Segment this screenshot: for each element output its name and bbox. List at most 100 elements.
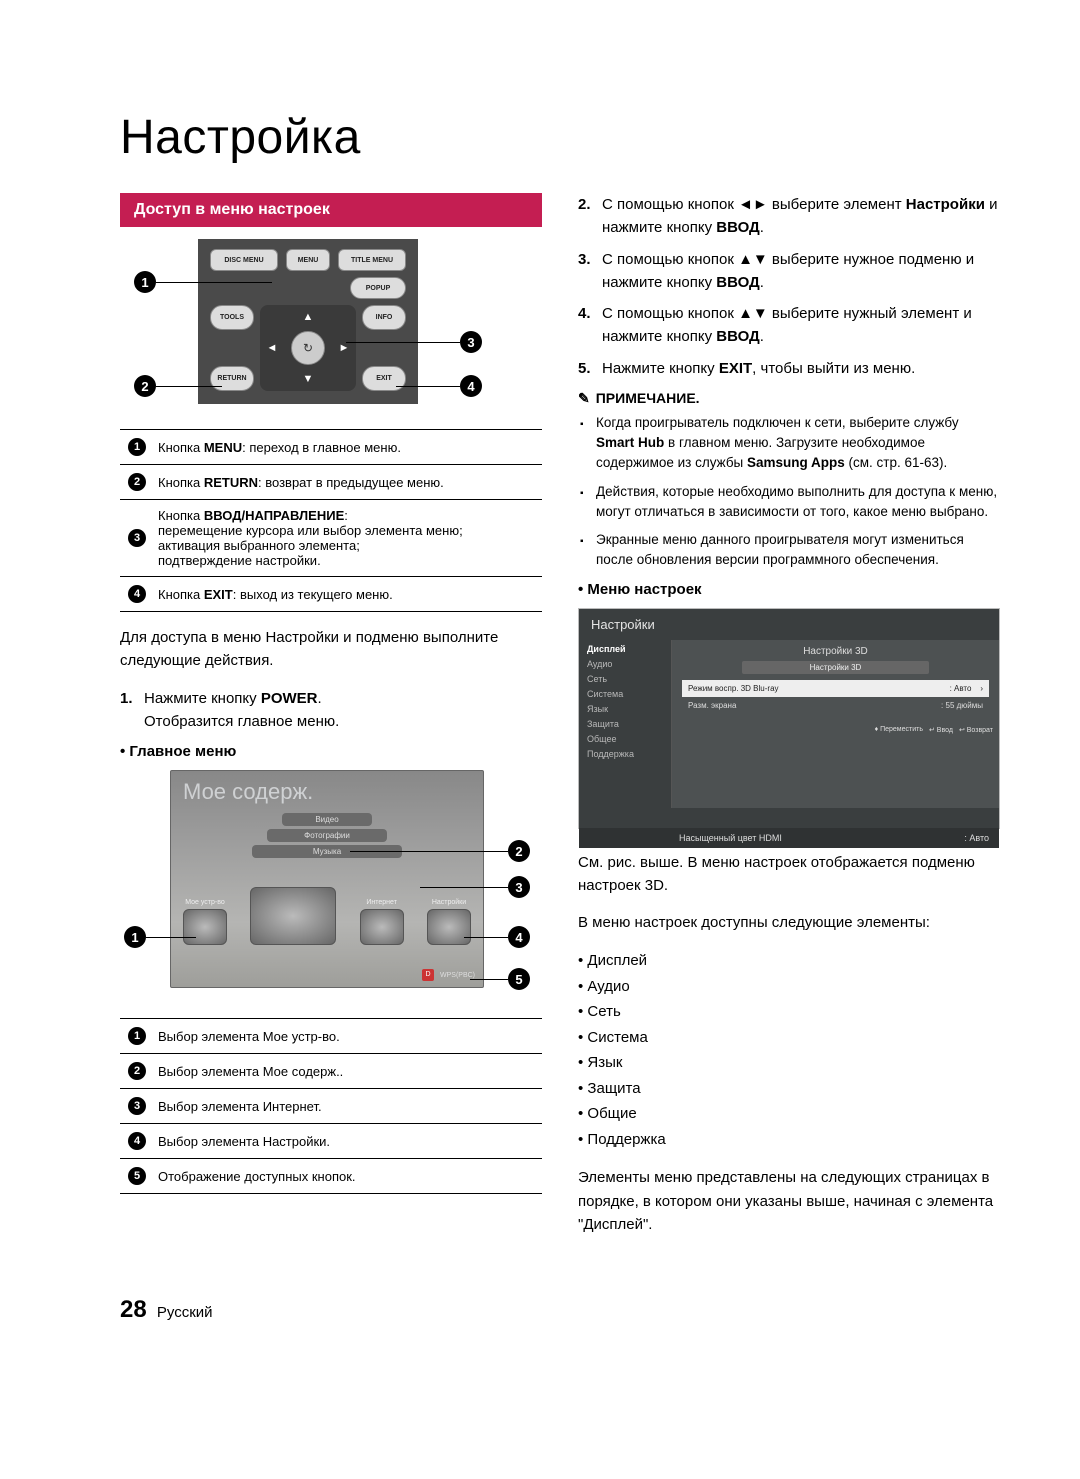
mm-callout-5: 5 bbox=[508, 968, 530, 990]
steps-2-5: С помощью кнопок ◄► выберите элемент Нас… bbox=[578, 193, 1000, 380]
step-item: С помощью кнопок ◄► выберите элемент Нас… bbox=[578, 193, 1000, 240]
menu-btn: MENU bbox=[286, 249, 330, 271]
note-item: Действия, которые необходимо выполнить д… bbox=[578, 482, 1000, 523]
mm-icon-settings bbox=[427, 909, 471, 945]
legend-text: Кнопка EXIT: выход из текущего меню. bbox=[154, 577, 542, 612]
legend-badge: 3 bbox=[128, 529, 146, 547]
remote-diagram: DISC MENU MENU TITLE MENU POPUP TOOLS RE… bbox=[120, 239, 542, 419]
ss-hints: ♦ Переместить↵ Ввод↩ Возврат bbox=[875, 726, 993, 734]
step-1-list: Нажмите кнопку POWER.Отобразится главное… bbox=[120, 687, 542, 734]
right-column: С помощью кнопок ◄► выберите элемент Нас… bbox=[578, 193, 1000, 1250]
mm-callout-2: 2 bbox=[508, 840, 530, 862]
up-arrow: ▲ bbox=[298, 307, 318, 327]
legend-badge: 4 bbox=[128, 585, 146, 603]
mm-icon-internet bbox=[360, 909, 404, 945]
tools-btn: TOOLS bbox=[210, 305, 254, 330]
disc-menu-btn: DISC MENU bbox=[210, 249, 278, 271]
element-item: Общие bbox=[578, 1101, 1000, 1127]
ss-hdmi-row: Насыщенный цвет HDMI : Авто bbox=[579, 828, 999, 848]
manual-page: Настройка Доступ в меню настроек DISC ME… bbox=[0, 0, 1080, 1374]
remote-body: DISC MENU MENU TITLE MENU POPUP TOOLS RE… bbox=[198, 239, 418, 404]
pencil-icon: ✎ bbox=[578, 390, 590, 406]
ss-row: Режим воспр. 3D Blu-ray: Авто › bbox=[682, 680, 989, 697]
ss-side-item: Дисплей bbox=[587, 644, 663, 654]
ss-main: Настройки 3D Настройки 3D Режим воспр. 3… bbox=[671, 640, 999, 808]
return-btn: RETURN bbox=[210, 366, 254, 391]
exit-btn: EXIT bbox=[362, 366, 406, 391]
note-list: Когда проигрыватель подключен к сети, вы… bbox=[578, 413, 1000, 571]
callout-1: 1 bbox=[134, 271, 156, 293]
legend-badge: 1 bbox=[128, 1027, 146, 1045]
left-column: Доступ в меню настроек DISC MENU MENU TI… bbox=[120, 193, 542, 1250]
callout-3: 3 bbox=[460, 331, 482, 353]
main-menu-screen: Мое содерж. Видео Фотографии Музыка Мое … bbox=[170, 770, 484, 988]
legend-badge: 1 bbox=[128, 438, 146, 456]
ss-side-item: Поддержка bbox=[587, 749, 663, 759]
mm-wps: WPS(PBC) bbox=[440, 972, 475, 979]
ss-sidebar: Дисплей Аудио Сеть Система Язык Защита Общее По… bbox=[579, 640, 671, 808]
element-item: Дисплей bbox=[578, 948, 1000, 974]
main-menu-label: Главное меню bbox=[120, 743, 542, 760]
page-lang: Русский bbox=[157, 1304, 213, 1321]
step-item: С помощью кнопок ▲▼ выберите нужное подм… bbox=[578, 248, 1000, 295]
mm-callout-1: 1 bbox=[124, 926, 146, 948]
legend-text: Отображение доступных кнопок. bbox=[154, 1159, 542, 1194]
element-item: Поддержка bbox=[578, 1127, 1000, 1153]
legend-badge: 3 bbox=[128, 1097, 146, 1115]
legend-badge: 2 bbox=[128, 473, 146, 491]
legend-text: Выбор элемента Мое содерж.. bbox=[154, 1054, 542, 1089]
right-arrow: ► bbox=[334, 338, 354, 358]
callout-4: 4 bbox=[460, 375, 482, 397]
ss-side-item: Общее bbox=[587, 734, 663, 744]
legend-text: Выбор элемента Мое устр-во. bbox=[154, 1019, 542, 1054]
ss-title: Настройки bbox=[579, 609, 999, 640]
element-item: Система bbox=[578, 1025, 1000, 1051]
after-shot-2: В меню настроек доступны следующие элеме… bbox=[578, 911, 1000, 934]
element-item: Аудио bbox=[578, 974, 1000, 1000]
down-arrow: ▼ bbox=[298, 369, 318, 389]
step-item: С помощью кнопок ▲▼ выберите нужный элем… bbox=[578, 302, 1000, 349]
element-item: Язык bbox=[578, 1050, 1000, 1076]
mm-title: Мое содерж. bbox=[171, 771, 483, 809]
left-arrow: ◄ bbox=[262, 338, 282, 358]
legend-text: Выбор элемента Интернет. bbox=[154, 1089, 542, 1124]
ss-side-item: Сеть bbox=[587, 674, 663, 684]
info-btn: INFO bbox=[362, 305, 406, 330]
section-header: Доступ в меню настроек bbox=[120, 193, 542, 227]
settings-menu-label: Меню настроек bbox=[578, 581, 1000, 598]
mm-callout-4: 4 bbox=[508, 926, 530, 948]
page-footer: 28 Русский bbox=[120, 1296, 1000, 1324]
columns: Доступ в меню настроек DISC MENU MENU TI… bbox=[120, 193, 1000, 1250]
mainmenu-legend-table: 1 Выбор элемента Мое устр-во. 2 Выбор элеме… bbox=[120, 1018, 542, 1194]
mm-row: Мое устр-во Интернет Настройки bbox=[171, 887, 483, 945]
ss-side-item: Защита bbox=[587, 719, 663, 729]
settings-screenshot: Настройки Дисплей Аудио Сеть Система Язык Защ… bbox=[578, 608, 1000, 829]
elements-list: ДисплейАудиоСетьСистемаЯзыкЗащитаОбщиеПо… bbox=[578, 948, 1000, 1152]
dpad: ▲ ▼ ◄ ► ↻ bbox=[260, 305, 356, 391]
callout-2: 2 bbox=[134, 375, 156, 397]
note-heading: ✎ПРИМЕЧАНИЕ. bbox=[578, 390, 1000, 407]
element-item: Сеть bbox=[578, 999, 1000, 1025]
mm-callout-3: 3 bbox=[508, 876, 530, 898]
note-item: Когда проигрыватель подключен к сети, вы… bbox=[578, 413, 1000, 474]
legend-badge: 5 bbox=[128, 1167, 146, 1185]
step-1: Нажмите кнопку POWER.Отобразится главное… bbox=[120, 687, 542, 734]
mm-icon-content bbox=[250, 887, 336, 945]
after-shot-1: См. рис. выше. В меню настроек отображае… bbox=[578, 851, 1000, 898]
mm-icon-device bbox=[183, 909, 227, 945]
ss-side-item: Аудио bbox=[587, 659, 663, 669]
ss-side-item: Язык bbox=[587, 704, 663, 714]
legend-badge: 2 bbox=[128, 1062, 146, 1080]
main-menu-diagram: Мое содерж. Видео Фотографии Музыка Мое … bbox=[120, 770, 542, 1010]
page-title: Настройка bbox=[120, 110, 1000, 165]
step-item: Нажмите кнопку EXIT, чтобы выйти из меню… bbox=[578, 357, 1000, 380]
intro-text: Для доступа в меню Настройки и подменю в… bbox=[120, 626, 542, 673]
closing-text: Элементы меню представлены на следующих … bbox=[578, 1166, 1000, 1236]
legend-text: Кнопка RETURN: возврат в предыдущее меню… bbox=[154, 465, 542, 500]
note-item: Экранные меню данного проигрывателя могу… bbox=[578, 530, 1000, 571]
element-item: Защита bbox=[578, 1076, 1000, 1102]
remote-legend-table: 1Кнопка MENU: переход в главное меню.2Кн… bbox=[120, 429, 542, 612]
ss-side-item: Система bbox=[587, 689, 663, 699]
title-menu-btn: TITLE MENU bbox=[338, 249, 406, 271]
mm-stack: Видео Фотографии Музыка bbox=[252, 813, 402, 861]
